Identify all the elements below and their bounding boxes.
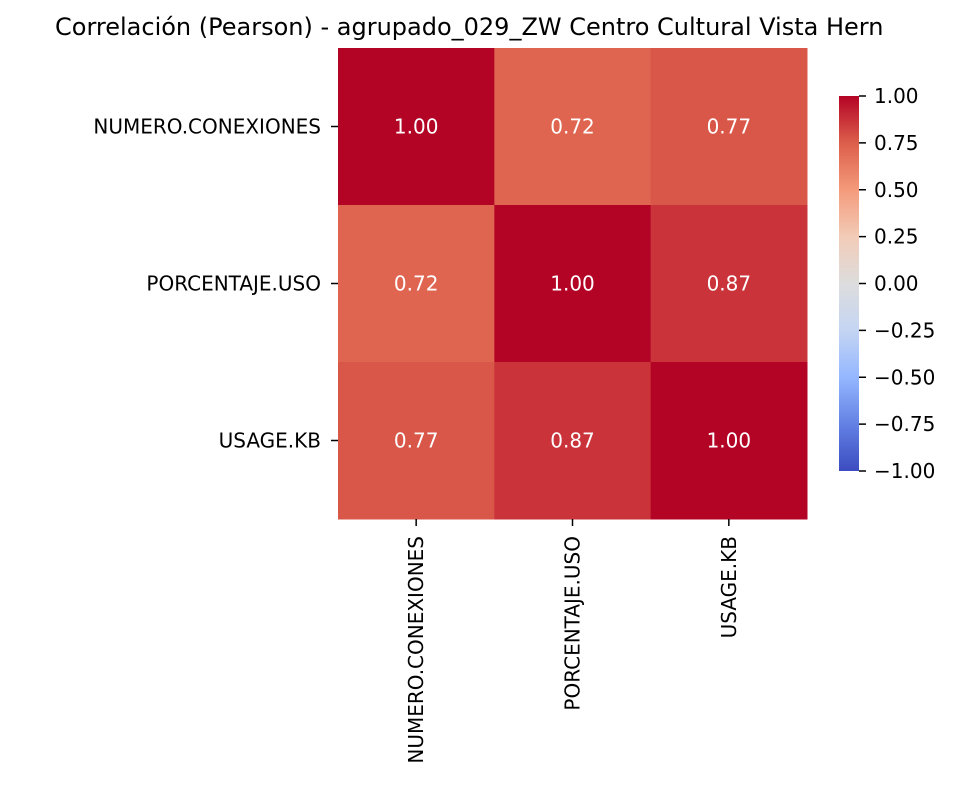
heatmap-cell: [338, 48, 495, 206]
heatmap-cell: [650, 362, 808, 520]
colorbar: [839, 96, 859, 471]
x-tick-label: USAGE.KB: [717, 536, 741, 638]
chart-title: Correlación (Pearson) - agrupado_029_ZW …: [55, 13, 883, 41]
cell-value-label: 1.00: [707, 429, 752, 453]
heatmap-cell: [650, 205, 808, 363]
heatmap-cell: [338, 205, 495, 363]
heatmap-cell: [494, 48, 652, 206]
colorbar-tick-label: 0.50: [874, 178, 919, 202]
colorbar-tick-label: −0.25: [874, 318, 935, 342]
y-tick-label: USAGE.KB: [219, 429, 321, 453]
heatmap-cell-labels: 1.00 0.72 0.77 0.72 1.00 0.87 0.77 0.87 1.00: [394, 115, 751, 453]
heatmap-cells: [338, 48, 808, 520]
x-tick-label: NUMERO.CONEXIONES: [404, 536, 428, 764]
colorbar-tick-label: −0.50: [874, 365, 935, 389]
cell-value-label: 0.87: [550, 429, 595, 453]
colorbar-tick-label: 1.00: [874, 84, 919, 108]
colorbar-tick-label: −0.75: [874, 412, 935, 436]
colorbar-tick-label: 0.00: [874, 272, 919, 296]
heatmap-cell: [494, 205, 652, 363]
cell-value-label: 0.72: [550, 115, 595, 139]
heatmap-cell: [494, 362, 652, 520]
cell-value-label: 0.77: [707, 115, 752, 139]
x-axis: NUMERO.CONEXIONES PORCENTAJE.USO USAGE.KB: [404, 519, 741, 764]
x-tick-label: PORCENTAJE.USO: [561, 536, 585, 711]
colorbar-axis: 1.00 0.75 0.50 0.25 0.00 −0.25 −0.50 −0.75 −1.00: [859, 84, 935, 483]
heatmap-cell: [338, 362, 495, 520]
y-tick-label: PORCENTAJE.USO: [146, 272, 321, 296]
cell-value-label: 0.77: [394, 429, 439, 453]
y-tick-label: NUMERO.CONEXIONES: [93, 115, 321, 139]
cell-value-label: 1.00: [394, 115, 439, 139]
cell-value-label: 0.72: [394, 272, 439, 296]
cell-value-label: 0.87: [707, 272, 752, 296]
colorbar-tick-label: 0.25: [874, 225, 919, 249]
colorbar-tick-label: 0.75: [874, 131, 919, 155]
y-axis: NUMERO.CONEXIONES PORCENTAJE.USO USAGE.KB: [93, 115, 338, 453]
heatmap-cell: [650, 48, 808, 206]
colorbar-tick-label: −1.00: [874, 459, 935, 483]
cell-value-label: 1.00: [550, 272, 595, 296]
